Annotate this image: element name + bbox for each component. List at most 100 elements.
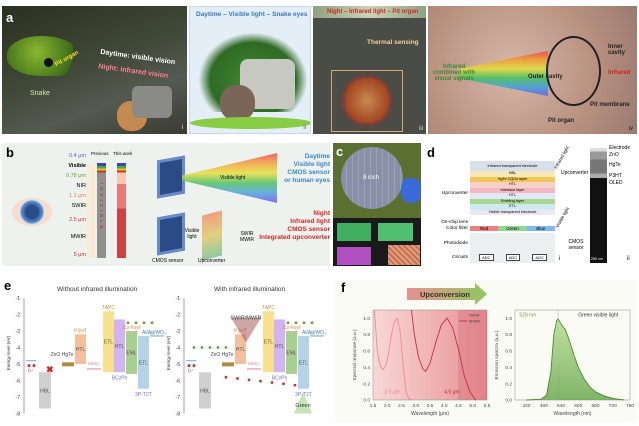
panel-label-d: d [427, 145, 435, 160]
y-tick-label: -2 [16, 313, 21, 319]
hole-label: h⁺ [28, 368, 34, 374]
y-tick-label: -4 [176, 346, 181, 352]
scale-label: MWIR [70, 234, 86, 240]
upconverter-label: Upconverter [198, 258, 226, 264]
layer: Emitting layer [470, 198, 555, 204]
zno-hgte-label: ZnO HgTe [211, 352, 234, 358]
panel-a-daytime: Daytime – Visible light – Snake eyes ii [189, 6, 311, 134]
outer-cavity-label: Outer cavity [528, 74, 563, 80]
daytime-text: Daytime Visible light CMOS sensor or hum… [272, 153, 330, 185]
y-tick-label: 0.8 [505, 332, 512, 338]
annotation: 2.5 μm [384, 389, 399, 395]
thermal-sensing-label: Thermal sensing [367, 39, 419, 46]
night-vision-label: Night: infrared vision [97, 63, 169, 80]
electron-dot [294, 321, 298, 325]
sem-label: P3HT [609, 173, 622, 179]
cmos-sensor-label: CMOS sensor [152, 258, 184, 264]
energy-layer [114, 319, 125, 373]
adc-box: ADC [505, 254, 521, 261]
this-work-bar [117, 163, 126, 258]
this-work-label: This work [113, 151, 133, 156]
x-tick-label: 1.5 [370, 403, 377, 409]
previous-label: Previous [91, 151, 109, 156]
photodiode-label: Photodiode [443, 241, 468, 246]
glove [401, 178, 421, 203]
daytime-line: or human eyes [284, 177, 330, 184]
energy-layer [75, 334, 86, 364]
previous-bar [97, 163, 106, 258]
device-image-pattern [388, 245, 420, 265]
visible-light-label: Visible light [554, 206, 571, 229]
adc-box: ADC [532, 254, 547, 261]
legend-label: SWIR [469, 313, 480, 318]
title-bar [313, 6, 426, 18]
layer-label: HBL [200, 388, 210, 394]
combined-label: Infrared combined with visual signals [433, 64, 475, 82]
night-text: Night Infrared light CMOS sensor Integra… [257, 210, 330, 242]
material-label: BCzPh [272, 375, 288, 381]
electron-dot [216, 346, 220, 349]
material-label: TAPC [102, 305, 115, 311]
y-tick-label: -6 [16, 379, 21, 385]
electron-dot [150, 321, 154, 325]
mouse-thermal [345, 78, 389, 123]
layer: Infrared transparent electrode [470, 161, 555, 171]
series-line-swir [373, 309, 412, 401]
material-label: BCzPh [112, 375, 128, 381]
infrared-label: Infrared [608, 70, 631, 76]
y-tick-label: -1 [176, 296, 181, 302]
layer-stack: Infrared transparent electrode HBL HgTe … [470, 161, 555, 215]
y-tick-label: -5 [176, 362, 181, 368]
night-title: Night – Infrared light – Pit organ [327, 9, 419, 15]
hole-label: h⁺ [188, 368, 194, 374]
swir-label: SWIR/MWIR [230, 315, 261, 321]
visible-light-label: Visible light [220, 175, 246, 181]
x-tick-label: 780 [626, 403, 634, 409]
y-tick-label: -3 [16, 329, 21, 335]
y-tick-label: -6 [176, 379, 181, 385]
panel-label-b: b [6, 145, 14, 160]
moo3-label: MoO₃ [248, 361, 260, 366]
electron-dot [208, 346, 212, 349]
x-tick-label: 2.0 [384, 403, 391, 409]
hole-dot [224, 375, 228, 379]
panel-label-c: c [336, 144, 344, 159]
layer-label: ETL [139, 360, 148, 366]
sem-label: Electrode [609, 145, 631, 151]
electron-dot [142, 321, 146, 325]
daytime-line: Daytime [304, 153, 330, 160]
eye-illustration [12, 198, 52, 226]
annotation: Green visible light [578, 313, 618, 319]
x-tick-label: 480 [540, 403, 548, 409]
plot-background [373, 310, 487, 400]
scale-label: 0.78 μm [66, 173, 86, 179]
moo3-label: MoO₃ [88, 361, 100, 366]
hole-dot [187, 364, 191, 368]
infrared-light-label: Infrared light [553, 145, 570, 170]
y-tick-label: -2 [176, 313, 181, 319]
electron-dot [192, 346, 196, 349]
energy-layer [199, 372, 211, 409]
energy-layer [286, 331, 297, 374]
subpanel-number: iv [628, 126, 633, 132]
x-tick-label: 720 [609, 403, 617, 409]
green-label: Green [295, 403, 310, 409]
layer: HTL [470, 193, 555, 199]
y-tick-label: -7 [176, 395, 181, 401]
series-line-mwir [411, 309, 476, 401]
energy-layer [235, 334, 246, 364]
y-tick-label: 0.8 [363, 332, 370, 338]
pit-cavity-outline [546, 36, 601, 106]
x-tick-label: 540 [557, 403, 565, 409]
y-axis-label: Energy level (eV) [6, 335, 11, 370]
panel-b-concept: b 0.4 μm Visible 0.78 μm NIR 1.1 μm SWIR… [2, 143, 330, 266]
hole-dot [192, 364, 196, 368]
y-axis-label: Emission spectra (a.u.) [494, 330, 500, 379]
material-label: P3HT [74, 328, 87, 334]
hole-dot [293, 383, 297, 387]
zno-hgte-label: ZnO HgTe [51, 352, 74, 358]
circuits-label: Circuits [452, 255, 468, 260]
layer-label: HTL [115, 344, 125, 350]
panel-d-device: d Infrared transparent electrode HBL HgT… [423, 143, 637, 266]
energy-layer [39, 372, 51, 409]
